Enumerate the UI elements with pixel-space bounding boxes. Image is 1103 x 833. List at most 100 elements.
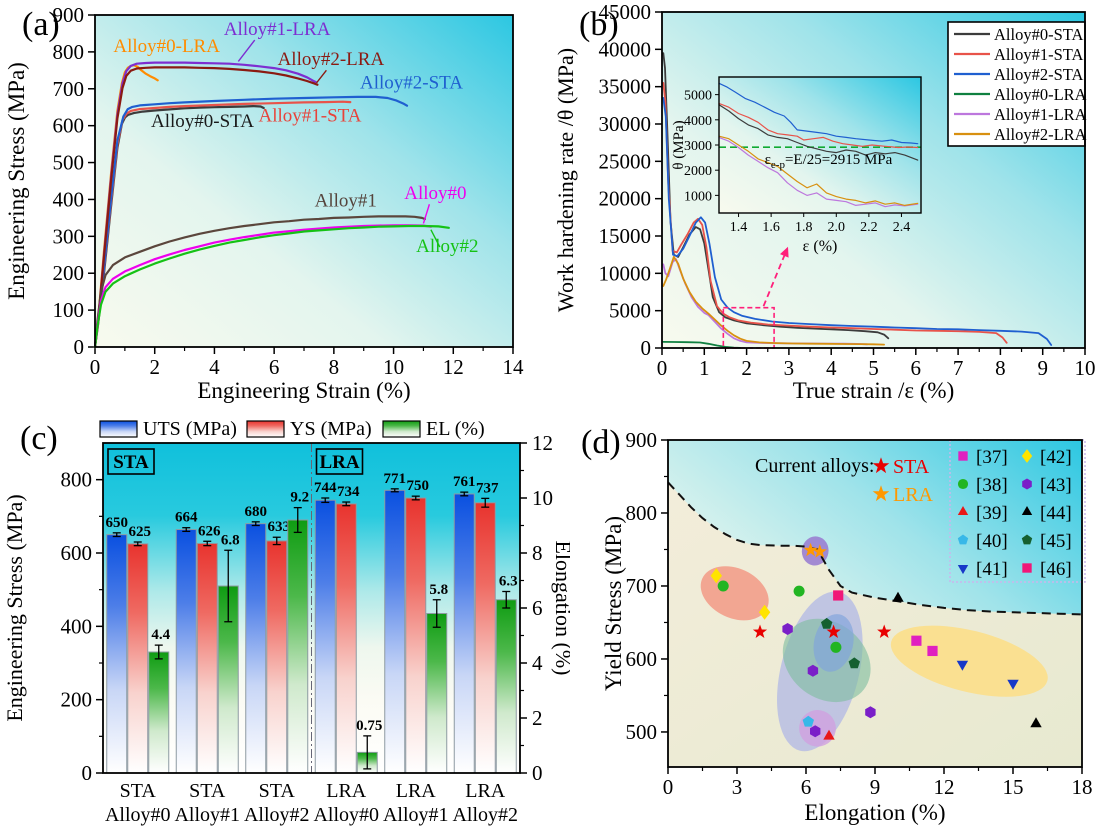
axes-a: 0 2 4 6 8 10 12 14 0 100 200 300 400 500 600 700 800 900 E… [4,3,524,403]
svg-text:15: 15 [1003,775,1024,799]
svg-text:633: 633 [268,519,291,535]
svg-text:600: 600 [61,541,93,565]
svg-text:10: 10 [532,486,553,510]
panel-c-chart: 0 200 400 600 800 0 2 4 6 8 10 12 Engineering Stress… [2,418,570,826]
svg-text:Engineering Stress (MPa): Engineering Stress (MPa) [2,494,27,721]
svg-text:9: 9 [1037,356,1048,380]
svg-text:0: 0 [663,775,674,799]
svg-text:0: 0 [74,335,85,359]
svg-text:500: 500 [53,151,85,175]
svg-text:Alloy#1-LRA: Alloy#1-LRA [224,19,331,40]
svg-text:Elongation (%): Elongation (%) [551,540,570,675]
svg-text:800: 800 [61,468,93,492]
svg-text:600: 600 [53,114,85,138]
svg-text:6.8: 6.8 [221,532,240,548]
svg-text:3000: 3000 [684,139,712,154]
panel-c-letter: (c) [20,420,58,457]
panel-b-letter: (b) [579,6,619,43]
legend-b: Alloy#0-STAAlloy#1-STAAlloy#2-STAAlloy#0… [947,21,1087,147]
panel-d-chart: 0 3 6 9 12 15 18 500 600 700 800 900 Elongation (%) Y… [601,428,1093,825]
svg-text:7: 7 [953,356,964,380]
svg-text:Alloy#0: Alloy#0 [404,183,466,204]
svg-text:4.4: 4.4 [151,627,170,643]
svg-text:18: 18 [1072,775,1093,799]
boundary-curve [667,481,1083,616]
svg-text:626: 626 [198,523,221,539]
svg-text:750: 750 [407,478,430,494]
svg-text:1.4: 1.4 [730,220,748,235]
svg-text:12: 12 [443,355,464,379]
svg-text:True strain /ε (%): True strain /ε (%) [793,378,954,403]
svg-text:20000: 20000 [599,187,652,211]
svg-text:Alloy#2-STA: Alloy#2-STA [360,72,463,93]
svg-text:8: 8 [329,355,340,379]
svg-text:800: 800 [53,40,85,64]
svg-text:800: 800 [626,501,658,525]
axes-b: 0 1 2 3 4 5 6 7 8 9 10 0 5000 10000 15000 20000 25000 300… [553,0,1096,403]
curves-b [662,52,1053,349]
section-label-lra: LRA [315,448,364,475]
svg-text:Alloy#2-LRA: Alloy#2-LRA [994,125,1087,144]
svg-text:14: 14 [503,355,525,379]
svg-text:Alloy#1-STA: Alloy#1-STA [258,106,361,127]
svg-text:[42]: [42] [1040,447,1072,468]
curve-Alloy#2 [93,224,450,349]
svg-text:300: 300 [53,224,85,248]
svg-text:0: 0 [657,356,668,380]
svg-text:Alloy#1: Alloy#1 [174,804,240,826]
panel-b: (b) 0 1 2 3 4 5 6 7 8 9 10 0 5000 10000 15000 20000 2500… [551,0,1103,410]
svg-text:744: 744 [314,480,337,496]
svg-text:5000: 5000 [609,299,651,323]
legend-c: UTS (MPa) YS (MPa) EL (%) [99,418,485,440]
svg-text:400: 400 [53,187,85,211]
svg-text:3: 3 [732,775,743,799]
svg-text:700: 700 [626,574,658,598]
svg-text:1: 1 [699,356,710,380]
svg-text:3: 3 [784,356,795,380]
svg-text:2.4: 2.4 [893,220,911,235]
curve-Alloy#2-LRA [93,66,319,349]
svg-text:0: 0 [641,336,652,360]
svg-text:[37]: [37] [976,447,1008,468]
svg-text:STA: STA [189,780,226,802]
svg-text:680: 680 [245,504,268,520]
svg-text:UTS (MPa): UTS (MPa) [143,418,237,440]
svg-text:2: 2 [149,355,160,379]
svg-text:[41]: [41] [976,559,1008,580]
svg-text:STA: STA [120,780,157,802]
svg-text:YS (MPa): YS (MPa) [290,418,372,440]
svg-text:Alloy#1-STA: Alloy#1-STA [994,45,1084,64]
svg-text:2: 2 [741,356,752,380]
svg-text:1000: 1000 [684,189,712,204]
svg-text:0: 0 [90,355,101,379]
svg-text:[40]: [40] [976,531,1008,552]
svg-text:25000: 25000 [599,149,652,173]
svg-text:9: 9 [870,775,881,799]
svg-text:Yield Stress (MPa): Yield Stress (MPa) [601,516,626,691]
svg-text:Current alloys:: Current alloys: [755,455,874,477]
svg-text:761: 761 [453,474,476,490]
svg-text:0.75: 0.75 [356,718,382,734]
axes-d: 0 3 6 9 12 15 18 500 600 700 800 900 Elongation (%) Y… [601,428,1093,825]
svg-text:2000: 2000 [684,164,712,179]
svg-text:LRA: LRA [465,780,506,802]
svg-text:9.2: 9.2 [290,490,309,506]
svg-text:8: 8 [995,356,1006,380]
svg-text:0: 0 [532,761,543,785]
curve-Alloy#1 [93,215,426,349]
curve-Alloy#2-STA [93,95,409,349]
zoom-arrow [762,248,789,307]
svg-text:12: 12 [532,431,553,455]
svg-text:200: 200 [53,261,85,285]
svg-text:100: 100 [53,298,85,322]
svg-text:[43]: [43] [1040,475,1072,496]
svg-text:[38]: [38] [976,475,1008,496]
svg-text:6: 6 [911,356,922,380]
svg-text:2.0: 2.0 [828,220,846,235]
svg-text:500: 500 [626,720,658,744]
panel-b-chart: 0 1 2 3 4 5 6 7 8 9 10 0 5000 10000 15000 20000 25000 300… [553,0,1096,403]
svg-text:Alloy#0-STA: Alloy#0-STA [994,25,1084,44]
svg-text:10: 10 [383,355,404,379]
curve-Alloy#2-LRA [662,255,886,346]
inset-b: 1.4 1.6 1.8 2.0 2.2 2.4 1000 2000 3000 4000 5000 ε … [671,76,922,255]
